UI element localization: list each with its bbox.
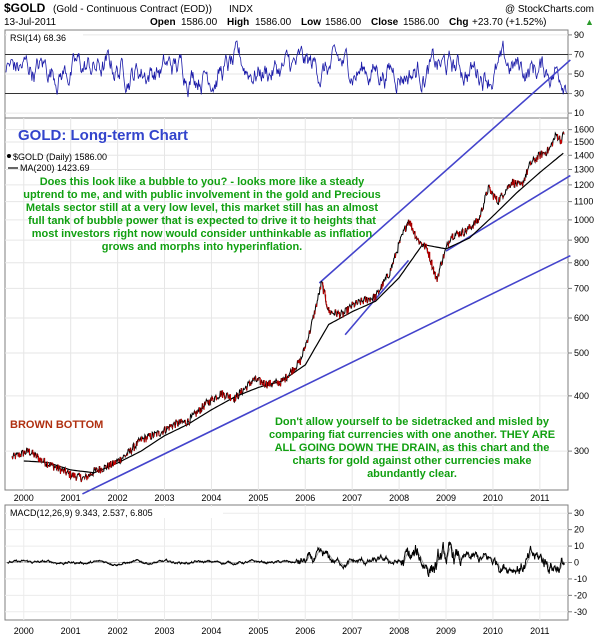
chart-date: 13-Jul-2011 [4,17,57,28]
up-arrow-icon: ▲ [585,17,594,27]
mid-year-label: 2003 [155,493,175,503]
rsi-label: RSI(14) 68.36 [10,33,66,43]
price-tick-label: 1300 [574,165,594,175]
rsi-line [5,40,568,98]
price-tick-label: 1400 [574,150,594,160]
rsi-tick-label: 10 [574,108,584,118]
mid-year-label: 2010 [483,493,503,503]
macd-tick-label: 30 [574,508,584,518]
macd-tick-label: -20 [574,590,587,600]
price-legend: $GOLD (Daily) 1586.00 [13,152,107,162]
price-legend-dot [7,154,11,158]
annotation-bubble-box: Does this look like a bubble to you? - l… [23,176,381,253]
macd-tick-label: -10 [574,574,587,584]
mid-year-label: 2007 [342,493,362,503]
mid-year-label: 2000 [14,493,34,503]
rsi-tick-label: 30 [574,89,584,99]
close-value: 1586.00 [403,17,440,28]
price-tick-label: 600 [574,313,589,323]
brown-bottom-label: BROWN BOTTOM [10,419,103,431]
price-tick-label: 900 [574,235,589,245]
trendline-4 [445,174,571,252]
low-value: 1586.00 [325,17,362,28]
price-tick-label: 300 [574,446,589,456]
bottom-year-label: 2003 [155,626,175,636]
rsi-panel: 90 70 50 30 10 RSI(14) 68.36 [4,29,584,119]
macd-line [6,541,565,578]
rsi-tick-label: 70 [574,49,584,59]
macd-tick-label: 10 [574,541,584,551]
low-label: Low [301,17,321,28]
annotation-fiat: Don't allow yourself to be sidetracked a… [268,416,556,480]
mid-year-label: 2005 [248,493,268,503]
mid-year-label: 2008 [389,493,409,503]
bottom-year-label: 2011 [530,626,549,636]
bottom-year-label: 2009 [436,626,456,636]
high-label: High [227,17,249,28]
macd-label: MACD(12,26,9) 9.343, 2.537, 6.805 [10,508,153,518]
mid-year-label: 2004 [201,493,221,503]
bottom-year-label: 2001 [61,626,81,636]
bottom-year-label: 2002 [108,626,128,636]
watermark: @ StockCharts.com [505,4,594,15]
trendline-3 [344,259,410,336]
price-tick-label: 400 [574,391,589,401]
bottom-year-label: 2005 [248,626,268,636]
rsi-tick-label: 90 [574,30,584,40]
annotation-bubble: Does this look like a bubble to you? - l… [23,176,381,253]
price-tick-label: 1100 [574,197,593,207]
price-tick-label: 1200 [574,180,594,190]
price-tick-label: 1600 [574,125,594,135]
macd-tick-label: -30 [574,607,587,617]
bottom-year-label: 2007 [342,626,362,636]
price-tick-label: 1000 [574,215,594,225]
mid-year-label: 2001 [61,493,81,503]
macd-tick-label: 20 [574,525,584,535]
close-label: Close [371,17,399,28]
mid-year-label: 2002 [108,493,128,503]
x-axis-top: 2000 2001 2002 2003 2004 2005 2006 2007 2008 2009… [14,493,550,503]
rsi-label-bg [7,32,83,43]
trendline-2 [318,59,571,284]
price-tick-label: 800 [574,258,589,268]
bottom-year-label: 2010 [483,626,503,636]
bottom-year-label: 2004 [201,626,221,636]
price-frame [4,117,569,491]
chg-label: Chg [449,17,468,28]
open-value: 1586.00 [181,17,218,28]
price-tick-label: 700 [574,283,589,293]
mid-year-label: 2009 [436,493,456,503]
chart-title: GOLD: Long-term Chart [18,127,188,144]
high-value: 1586.00 [255,17,292,28]
chg-value: +23.70 (+1.52%) [472,17,547,28]
mid-year-label: 2006 [295,493,315,503]
annotation-fiat-box: Don't allow yourself to be sidetracked a… [268,416,556,480]
price-tick-label: 500 [574,348,589,358]
macd-panel: 30 20 10 0 -10 -20 -30 MACD(12,26,9) 9.343, 2.… [4,504,587,621]
macd-label-bg [7,507,223,518]
price-panel: 1600 1500 1400 1300 1200 1100 1000 900 800 700 600… [4,59,594,495]
macd-tick-label: 0 [574,558,579,568]
bottom-year-label: 2006 [295,626,315,636]
description: (Gold - Continuous Contract (EOD)) [53,4,212,15]
price-tick-label: 1500 [574,137,594,147]
x-axis-bottom: 2000 2001 2002 2003 2004 2005 2006 2007 2008 2009… [14,626,550,636]
open-label: Open [150,17,176,28]
symbol: $GOLD [4,1,46,15]
rsi-tick-label: 50 [574,69,584,79]
exchange: INDX [229,4,253,15]
ma-legend: MA(200) 1423.69 [20,163,90,173]
trendline-1 [82,254,571,495]
mid-year-label: 2011 [530,493,549,503]
bottom-year-label: 2000 [14,626,34,636]
bottom-year-label: 2008 [389,626,409,636]
